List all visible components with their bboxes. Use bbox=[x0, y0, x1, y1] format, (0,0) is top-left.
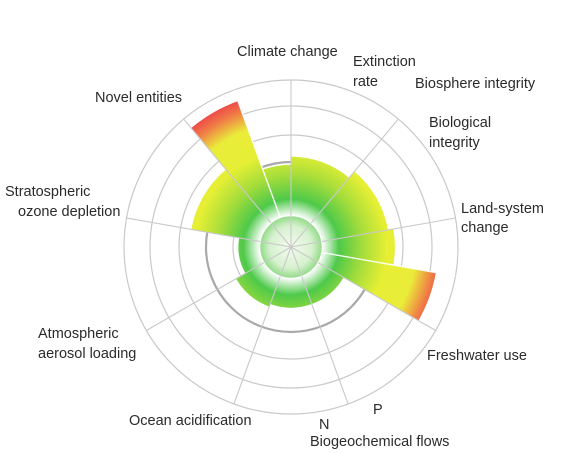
wedge-biological bbox=[262, 164, 291, 218]
label-p: P bbox=[373, 402, 383, 418]
wedge-novel bbox=[238, 237, 265, 274]
sub-divider-biosphere-1 bbox=[233, 89, 282, 219]
sector-divider-2 bbox=[183, 118, 292, 248]
label-freshwater-use: Freshwater use bbox=[427, 348, 527, 364]
label-extinction-rate-line1: Extinction bbox=[353, 54, 416, 70]
wedge-p bbox=[321, 228, 395, 266]
wedge-climate bbox=[191, 169, 272, 242]
label-n: N bbox=[319, 417, 329, 433]
wedge-freshwater bbox=[310, 171, 389, 242]
label-biogeochemical-flows: Biogeochemical flows bbox=[310, 434, 449, 450]
label-climate-change: Climate change bbox=[237, 44, 338, 60]
sector-divider-7 bbox=[290, 246, 349, 405]
label-biological-integrity-line2: integrity bbox=[429, 135, 481, 151]
label-land-system-change-line1: Land-system bbox=[461, 201, 544, 217]
sector-divider-1 bbox=[126, 217, 292, 248]
label-atmospheric-aerosol-line1: Atmospheric bbox=[38, 326, 119, 342]
wedge-ocean bbox=[301, 262, 344, 305]
label-ocean-acidification: Ocean acidification bbox=[129, 413, 252, 429]
wedge-land bbox=[291, 156, 350, 224]
grid-overlay bbox=[126, 80, 456, 405]
label-biological-integrity-line1: Biological bbox=[429, 115, 491, 131]
label-extinction-rate-line2: rate bbox=[353, 74, 378, 90]
label-atmospheric-aerosol-line2: aerosol loading bbox=[38, 346, 136, 362]
sector-divider-6 bbox=[290, 246, 436, 331]
label-ozone-depletion-line1: Stratospheric bbox=[5, 184, 90, 200]
sector-divider-4 bbox=[290, 118, 399, 248]
wedge-extinction bbox=[191, 101, 281, 224]
wedge-n bbox=[317, 252, 436, 321]
label-land-system-change-line2: change bbox=[461, 220, 509, 236]
sector-divider-8 bbox=[233, 246, 292, 405]
label-novel-entities: Novel entities bbox=[95, 90, 182, 106]
wedge-ozone bbox=[236, 262, 281, 307]
wedge-aerosol bbox=[270, 276, 312, 308]
label-biosphere-integrity: Biosphere integrity bbox=[415, 76, 536, 92]
label-ozone-depletion-line2: ozone depletion bbox=[18, 204, 120, 220]
sub-divider-biogeo-1 bbox=[321, 251, 456, 277]
hub-outline bbox=[259, 215, 323, 279]
sector-divider-9 bbox=[146, 246, 292, 331]
status-wedges bbox=[191, 101, 436, 321]
sector-divider-5 bbox=[290, 217, 456, 248]
